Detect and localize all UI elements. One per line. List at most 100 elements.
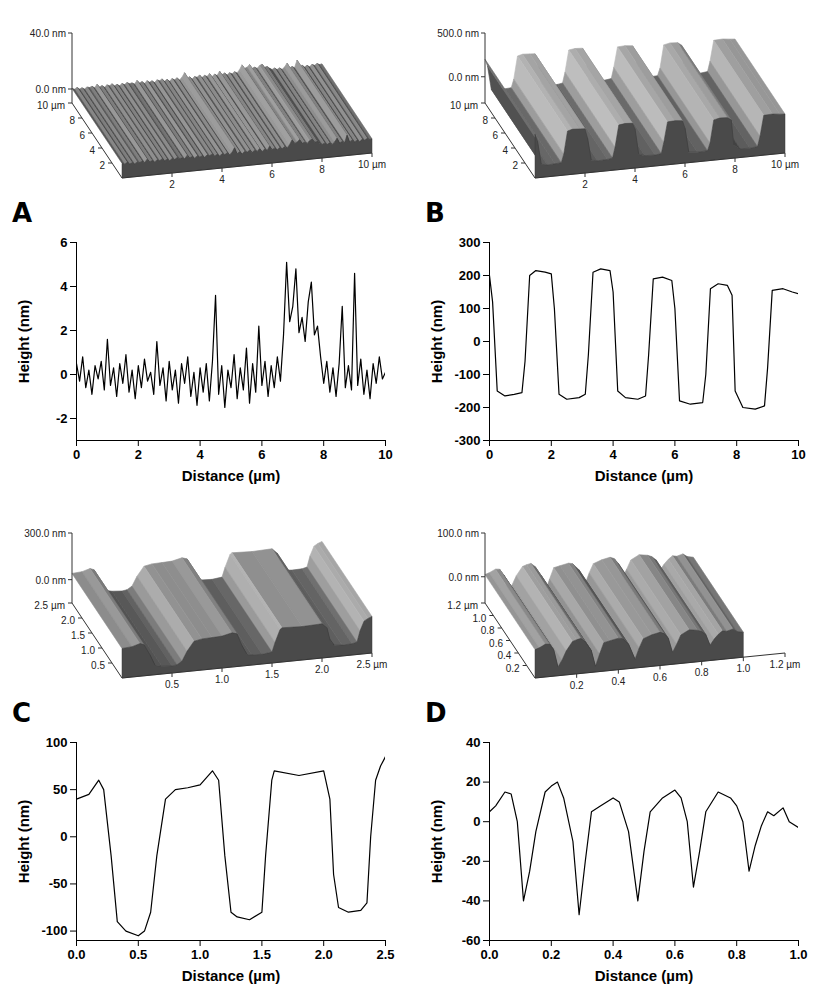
svg-text:0.4: 0.4 [604,947,623,962]
svg-text:100: 100 [46,735,68,750]
svg-text:8: 8 [69,115,75,126]
svg-text:2.0: 2.0 [315,947,333,962]
svg-text:2: 2 [60,323,67,338]
svg-text:300.0 nm: 300.0 nm [24,528,66,539]
svg-text:0.0: 0.0 [67,947,85,962]
svg-text:4: 4 [632,174,638,185]
svg-text:0.2: 0.2 [570,680,584,691]
svg-text:6: 6 [671,447,678,462]
svg-text:4: 4 [89,145,95,156]
svg-text:6: 6 [79,130,85,141]
svg-text:0.8: 0.8 [728,947,746,962]
svg-text:40.0 nm: 40.0 nm [30,28,66,39]
svg-text:6: 6 [492,130,498,141]
svg-text:0.0 nm: 0.0 nm [35,84,66,95]
svg-text:2.0: 2.0 [315,664,329,675]
svg-text:4: 4 [219,174,225,185]
svg-text:0.6: 0.6 [653,672,667,683]
svg-text:1.0: 1.0 [215,674,229,685]
svg-text:-100: -100 [41,923,67,938]
svg-text:8: 8 [482,115,488,126]
svg-text:-40: -40 [462,893,481,908]
svg-text:2: 2 [169,179,175,190]
svg-text:1.0: 1.0 [736,663,750,674]
svg-text:0.0 nm: 0.0 nm [448,72,479,83]
svg-text:6: 6 [60,235,67,250]
svg-text:0.2: 0.2 [542,947,560,962]
svg-text:Height (nm): Height (nm) [428,800,445,883]
svg-text:0: 0 [473,814,480,829]
svg-text:0.0 nm: 0.0 nm [35,575,66,586]
svg-text:1.0: 1.0 [191,947,209,962]
svg-text:0.0 nm: 0.0 nm [448,572,479,583]
svg-text:2: 2 [135,447,142,462]
svg-text:0.2: 0.2 [506,663,520,674]
svg-text:Distance (µm): Distance (µm) [182,467,281,484]
svg-text:4: 4 [196,447,204,462]
svg-text:1.2 µm: 1.2 µm [770,659,801,670]
svg-text:100: 100 [459,301,481,316]
svg-text:1.0: 1.0 [789,947,807,962]
svg-text:0.5: 0.5 [165,679,179,690]
svg-text:1.2 µm: 1.2 µm [447,600,478,611]
svg-text:0.4: 0.4 [497,650,511,661]
svg-text:2: 2 [512,160,518,171]
svg-text:0.8: 0.8 [695,667,709,678]
svg-text:-100: -100 [454,367,480,382]
svg-text:50: 50 [53,782,67,797]
svg-text:10: 10 [378,447,392,462]
svg-text:0.8: 0.8 [481,625,495,636]
svg-text:Height (nm): Height (nm) [15,300,32,383]
svg-text:8: 8 [319,164,325,175]
svg-text:-2: -2 [56,411,68,426]
svg-text:-20: -20 [462,853,481,868]
svg-text:0: 0 [60,367,67,382]
svg-text:4: 4 [502,145,508,156]
svg-text:-200: -200 [454,400,480,415]
svg-text:6: 6 [682,169,688,180]
svg-text:Height (nm): Height (nm) [428,300,445,383]
svg-text:10 µm: 10 µm [37,100,65,111]
svg-text:1.0: 1.0 [81,645,95,656]
svg-text:6: 6 [258,447,265,462]
svg-text:300: 300 [459,235,481,250]
svg-text:1.0: 1.0 [472,613,486,624]
svg-text:Height (nm): Height (nm) [15,800,32,883]
svg-text:500.0 nm: 500.0 nm [437,28,479,39]
svg-text:2: 2 [548,447,555,462]
svg-text:-50: -50 [49,876,68,891]
svg-text:100.0 nm: 100.0 nm [437,528,479,539]
svg-text:0.5: 0.5 [129,947,147,962]
svg-text:2: 2 [99,160,105,171]
svg-text:1.5: 1.5 [253,947,271,962]
svg-text:200: 200 [459,268,481,283]
svg-text:Distance (µm): Distance (µm) [595,467,694,484]
svg-text:0.6: 0.6 [666,947,684,962]
svg-text:8: 8 [733,447,740,462]
svg-text:0: 0 [473,334,480,349]
svg-text:0.0: 0.0 [480,947,498,962]
svg-text:4: 4 [609,447,617,462]
svg-text:2: 2 [582,179,588,190]
svg-text:8: 8 [320,447,327,462]
svg-text:1.5: 1.5 [71,630,85,641]
svg-text:40: 40 [466,735,480,750]
svg-text:-60: -60 [462,933,481,948]
svg-text:0: 0 [486,447,493,462]
svg-text:10 µm: 10 µm [450,100,478,111]
svg-text:10: 10 [791,447,805,462]
svg-text:8: 8 [732,164,738,175]
svg-text:2.5: 2.5 [376,947,394,962]
svg-text:2.5 µm: 2.5 µm [357,659,388,670]
svg-text:0.4: 0.4 [611,676,625,687]
svg-text:1.5: 1.5 [265,669,279,680]
svg-text:Distance (µm): Distance (µm) [182,967,281,984]
svg-text:0: 0 [73,447,80,462]
svg-text:20: 20 [466,774,480,789]
svg-text:0.6: 0.6 [489,638,503,649]
svg-text:Distance (µm): Distance (µm) [595,967,694,984]
svg-text:10 µm: 10 µm [358,159,386,170]
svg-text:-300: -300 [454,433,480,448]
svg-text:2.5 µm: 2.5 µm [34,600,65,611]
svg-text:0.5: 0.5 [91,660,105,671]
